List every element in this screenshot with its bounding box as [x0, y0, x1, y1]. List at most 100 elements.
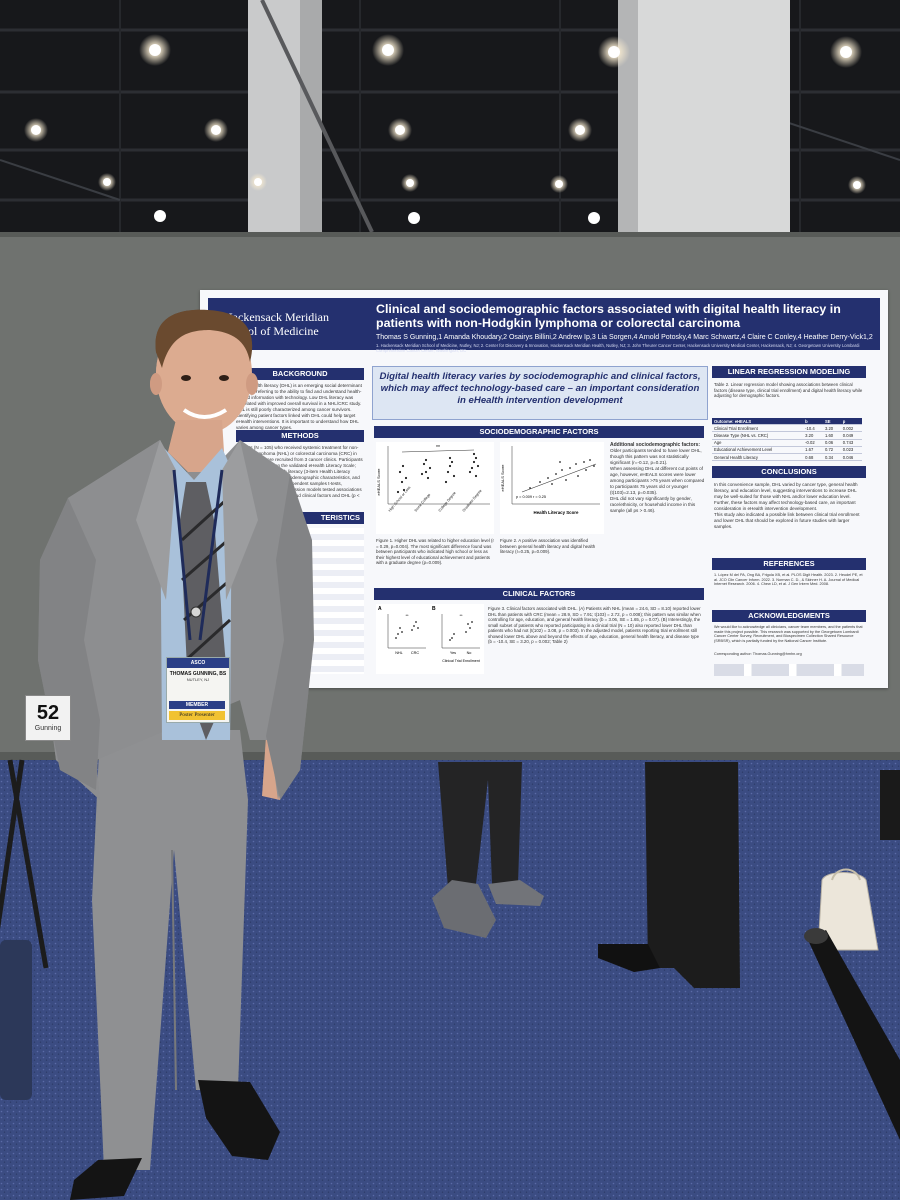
key-finding-box: Digital health literacy varies by sociod… — [372, 366, 708, 420]
poster-title: Clinical and sociodemographic factors as… — [376, 302, 841, 330]
research-poster: Hackensack Meridian School of Medicine C… — [200, 290, 888, 688]
figure-1-plot: eHEALS Score ** High School or Less Some… — [376, 445, 490, 513]
figure-1: eHEALS Score ** High School or Less Some… — [376, 442, 494, 534]
section-references: REFERENCES — [712, 558, 866, 570]
poster-header — [208, 298, 880, 350]
conclusion-bullet-1: In this convenience sample, DHL varied b… — [714, 482, 858, 499]
badge-city: NUTLEY, NJ — [186, 677, 210, 682]
table-row: General Health Literacy 0.68 0.34 0.046 — [712, 453, 862, 462]
references-text: 1. López M del PA, Ong BA, Frigola XB, e… — [714, 573, 863, 587]
fig3-panel-a: A — [378, 606, 382, 612]
fig3-no: No — [467, 651, 472, 655]
table-cell: 1.60 — [822, 431, 841, 440]
table-2-header: b — [803, 418, 823, 426]
additional-bullet-1: Older participants tended to have lower … — [610, 448, 702, 465]
sponsor-logos — [714, 664, 864, 676]
figure-3-plot: A B ** ** NHL CRC Yes No Clinical Trial … — [378, 606, 480, 663]
ceiling — [0, 0, 900, 233]
figure-3-caption: Figure 3. Clinical factors associated wi… — [488, 606, 701, 644]
section-background: BACKGROUND — [236, 368, 364, 380]
attendee-legs — [432, 762, 740, 988]
booth-number-placard: 52 Gunning — [25, 695, 71, 741]
additional-title: Additional sociodemographic factors: — [610, 442, 701, 448]
fig3-nhl: NHL — [395, 651, 403, 655]
ceiling-lights — [24, 34, 866, 224]
institution-logo: Hackensack Meridian School of Medicine — [204, 310, 354, 338]
table-cell: 0.049 — [840, 431, 862, 440]
table-2-header: p — [840, 418, 862, 426]
figure-2: eHEALS Score p = 0.009 r = 0.25 Health L… — [500, 442, 604, 534]
table-row: Age -0.02 0.06 0.743 — [712, 439, 862, 447]
table-cell: -10.4 — [803, 424, 823, 433]
background-text: Digital health literacy (DHL) is an emer… — [236, 383, 362, 430]
fig1-category-1: High School or Less — [388, 485, 412, 512]
poster-affiliations: 1. Hackensack Meridian School of Medicin… — [376, 343, 860, 353]
section-sociodemographic: SOCIODEMOGRAPHIC FACTORS — [374, 426, 704, 438]
booth-presenter-name: Gunning — [34, 725, 62, 732]
easel — [0, 759, 49, 969]
table-cell: 0.72 — [822, 446, 841, 454]
fig1-ylabel: eHEALS Score — [376, 468, 381, 496]
poster-tube — [804, 928, 900, 1140]
booth-number: 52 — [36, 702, 60, 724]
contact-text: Corresponding author: Thomas.Gunning@hmh… — [714, 652, 802, 656]
conclusion-bullet-3: This study also indicated a possible lin… — [714, 512, 860, 529]
section-characteristics: TERISTICS — [236, 512, 364, 524]
table-row: Disease Type (NHL vs. CRC) 3.20 1.60 0.049 — [712, 431, 862, 440]
conclusion-bullet-2: Further, these factors may affect techno… — [714, 500, 856, 511]
fig2-stats: p = 0.009 r = 0.25 — [516, 495, 546, 499]
table-cell: 3.20 — [822, 424, 841, 433]
figure-2-caption: Figure 2. A positive association was ide… — [500, 538, 596, 554]
table-cell: 3.20 — [803, 431, 823, 440]
section-conclusions: CONCLUSIONS — [712, 466, 866, 478]
key-finding-text: Digital health literacy varies by sociod… — [379, 371, 701, 406]
additional-bullet-3: DHL did not vary significantly by gender… — [610, 496, 696, 513]
ceiling-column — [618, 0, 790, 232]
svg-text:**: ** — [459, 613, 463, 618]
acknowledgments-text: We would like to acknowledge all clinici… — [714, 625, 863, 643]
table-cell: 0.023 — [840, 446, 862, 454]
badge-org: ASCO — [167, 658, 229, 668]
fig3-trial: Clinical Trial Enrollment — [442, 659, 480, 663]
conference-name-badge: ASCO THOMAS GUNNING, BS NUTLEY, NJ MEMBE… — [166, 657, 230, 723]
poster-authors: Thomas S Gunning,1 Amanda Khoudary,2 Osa… — [376, 334, 873, 341]
table-cell: -0.02 — [803, 439, 823, 447]
badge-role-ribbon: Poster Presenter — [169, 711, 225, 720]
characteristics-table — [236, 528, 364, 674]
conclusions-list: In this convenience sample, DHL varied b… — [714, 482, 864, 530]
section-clinical: CLINICAL FACTORS — [374, 588, 704, 600]
table-cell: 0.046 — [840, 453, 862, 462]
table-cell: 1.67 — [803, 446, 823, 454]
table-cell: 0.68 — [803, 453, 823, 462]
additional-factors: Additional sociodemographic factors: Old… — [610, 442, 706, 514]
table-2: Outcome: eHEALS b SE p Clinical Trial En… — [712, 418, 862, 462]
handbag — [817, 868, 879, 951]
svg-text:**: ** — [436, 445, 440, 451]
table-cell: 0.34 — [822, 453, 841, 462]
fig3-crc: CRC — [411, 651, 419, 655]
table-cell: Educational Achievement Level — [712, 446, 804, 454]
table-cell: 0.002 — [840, 424, 862, 433]
fig3-panel-b: B — [432, 606, 436, 612]
logo-mark-icon — [204, 312, 218, 326]
section-linear-regression: LINEAR REGRESSION MODELING — [712, 366, 866, 378]
fig1-category-3: College Degree — [438, 491, 457, 513]
badge-member-ribbon: MEMBER — [169, 701, 225, 709]
section-acknowledgments: ACKNOWLEDGMENTS — [712, 610, 866, 622]
logo-line-2: School of Medicine — [224, 324, 319, 338]
table-cell: 0.06 — [822, 439, 841, 447]
figure-3: A B ** ** NHL CRC Yes No Clinical Trial … — [376, 604, 484, 674]
fig3-yes: Yes — [450, 651, 456, 655]
table-2-caption: Table 2. Linear regression model showing… — [714, 382, 863, 398]
table-cell: General Health Literacy — [712, 453, 804, 462]
additional-bullet-2: When assessing DHL at different cut poin… — [610, 466, 705, 495]
table-row: Educational Achievement Level 1.67 0.72 0.0… — [712, 446, 862, 454]
table-cell: Disease Type (NHL vs. CRC) — [712, 431, 804, 440]
fig1-category-2: Some College — [414, 493, 432, 513]
badge-name: THOMAS GUNNING, BS — [169, 671, 227, 677]
fig1-category-4: Graduate Degree — [462, 489, 483, 513]
fig2-xlabel: Health Literacy Score — [534, 510, 579, 515]
logo-line-1: Hackensack Meridian — [224, 310, 329, 324]
table-cell: Age — [712, 439, 804, 447]
methods-text: Patients (N = 105) who received systemic… — [236, 445, 363, 504]
